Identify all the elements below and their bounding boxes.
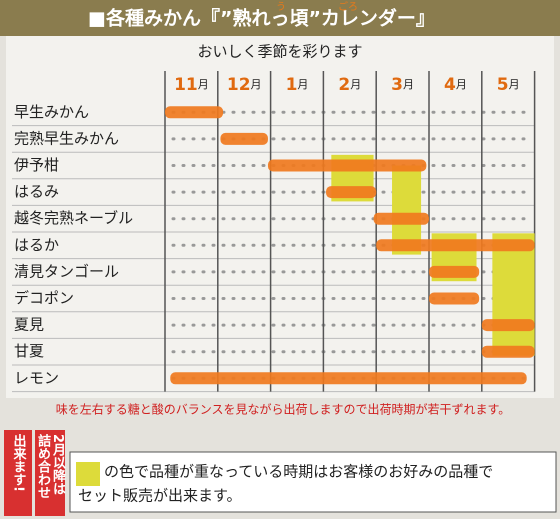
month-label: 11月 [174,75,209,95]
month-unit: 月 [198,78,209,91]
row-label: 完熟早生みかん [14,129,119,147]
month-unit: 月 [509,78,520,91]
season-bar [429,292,480,305]
legend-swatch [76,462,100,486]
season-bar [165,106,224,119]
month-num: 11 [174,75,198,95]
season-bar [220,132,268,145]
side-note: 詰め合わせ [35,433,51,499]
month-label: 3月 [391,75,414,95]
title-bar [0,0,560,36]
ruby: ごろ [338,0,358,13]
month-unit: 月 [251,78,262,91]
row-label: 夏見 [14,316,44,334]
legend-box [69,451,557,513]
row-label: 伊予柑 [14,156,59,174]
month-label: 1月 [286,75,309,95]
month-label: 12月 [227,75,262,95]
side-box [35,430,65,516]
month-label: 4月 [444,75,467,95]
side-box [4,430,32,516]
season-bar [481,345,535,358]
month-num: 3 [391,75,403,95]
legend-text: の色で品種が重なっている時期はお客様のお好みの品種で [104,463,493,481]
row-label: 越冬完熟ネーブル [14,209,133,227]
month-unit: 月 [456,78,467,91]
month-label: 2月 [338,75,361,95]
row-label: 早生みかん [14,103,89,121]
season-bar [170,372,527,385]
season-bar [429,265,480,278]
row-label: 清見タンゴール [14,262,119,280]
row-label: はるか [14,236,59,254]
row-label: デコポン [14,289,74,307]
season-bar [376,239,535,252]
month-num: 2 [338,75,350,95]
title: ■各種みかん『”熟れっ頃”カレンダー』 [88,7,435,30]
overlap-highlight [492,233,535,356]
month-unit: 月 [350,78,361,91]
month-unit: 月 [403,78,414,91]
row-label: 甘夏 [14,342,44,360]
month-num: 5 [497,75,509,95]
month-label: 5月 [497,75,520,95]
season-bar [326,186,377,199]
subtitle: おいしく季節を彩ります [197,43,362,61]
row-label: はるみ [14,183,59,201]
side-note: 2月以降は [50,434,67,495]
month-num: 12 [227,75,251,95]
month-num: 1 [286,75,298,95]
paper [6,6,554,398]
row-label: レモン [14,369,59,387]
season-bar [267,159,427,172]
note: 味を左右する糖と酸のバランスを見ながら出荷しますので出荷時期が若干ずれます。 [56,402,511,417]
legend-text: セット販売が出来ます。 [78,487,242,505]
ruby: う [276,1,286,13]
season-bar [481,319,535,332]
month-unit: 月 [297,78,308,91]
side-note: 出来ます! [11,433,28,491]
month-num: 4 [444,75,456,95]
season-bar [373,212,429,225]
